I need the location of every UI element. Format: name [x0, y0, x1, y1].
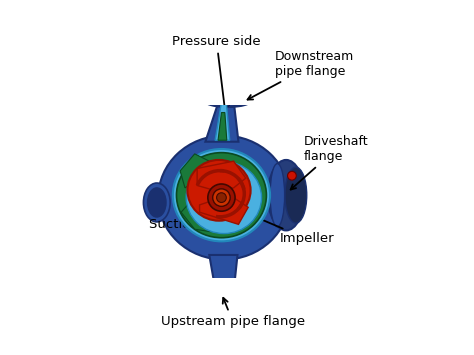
Text: Pressure side: Pressure side — [172, 35, 261, 116]
Circle shape — [217, 193, 226, 202]
Polygon shape — [218, 113, 227, 140]
Circle shape — [288, 171, 296, 180]
FancyBboxPatch shape — [188, 283, 259, 299]
Ellipse shape — [285, 167, 307, 223]
Circle shape — [241, 95, 245, 99]
Text: Downstream
pipe flange: Downstream pipe flange — [247, 50, 354, 100]
Ellipse shape — [186, 162, 262, 234]
Ellipse shape — [187, 160, 251, 221]
Text: Impeller: Impeller — [249, 214, 334, 245]
Circle shape — [213, 189, 230, 206]
Ellipse shape — [173, 149, 270, 241]
Ellipse shape — [268, 160, 304, 230]
Polygon shape — [215, 102, 230, 140]
Ellipse shape — [147, 188, 166, 217]
Circle shape — [210, 95, 215, 99]
Text: Driveshaft
flange: Driveshaft flange — [291, 135, 369, 190]
Polygon shape — [205, 100, 238, 142]
Circle shape — [241, 100, 245, 104]
Text: Upstream pipe flange: Upstream pipe flange — [161, 298, 305, 328]
Ellipse shape — [176, 153, 266, 238]
Polygon shape — [210, 255, 237, 283]
Circle shape — [226, 93, 230, 97]
FancyBboxPatch shape — [179, 290, 269, 307]
Polygon shape — [180, 154, 210, 188]
Circle shape — [208, 184, 235, 211]
Ellipse shape — [270, 164, 284, 227]
Polygon shape — [197, 161, 246, 190]
Ellipse shape — [203, 92, 252, 107]
Text: Suction side: Suction side — [148, 215, 230, 231]
Polygon shape — [200, 198, 248, 224]
Ellipse shape — [158, 136, 290, 260]
Circle shape — [226, 102, 230, 106]
Circle shape — [210, 100, 215, 104]
Polygon shape — [181, 202, 210, 231]
Ellipse shape — [144, 183, 170, 222]
